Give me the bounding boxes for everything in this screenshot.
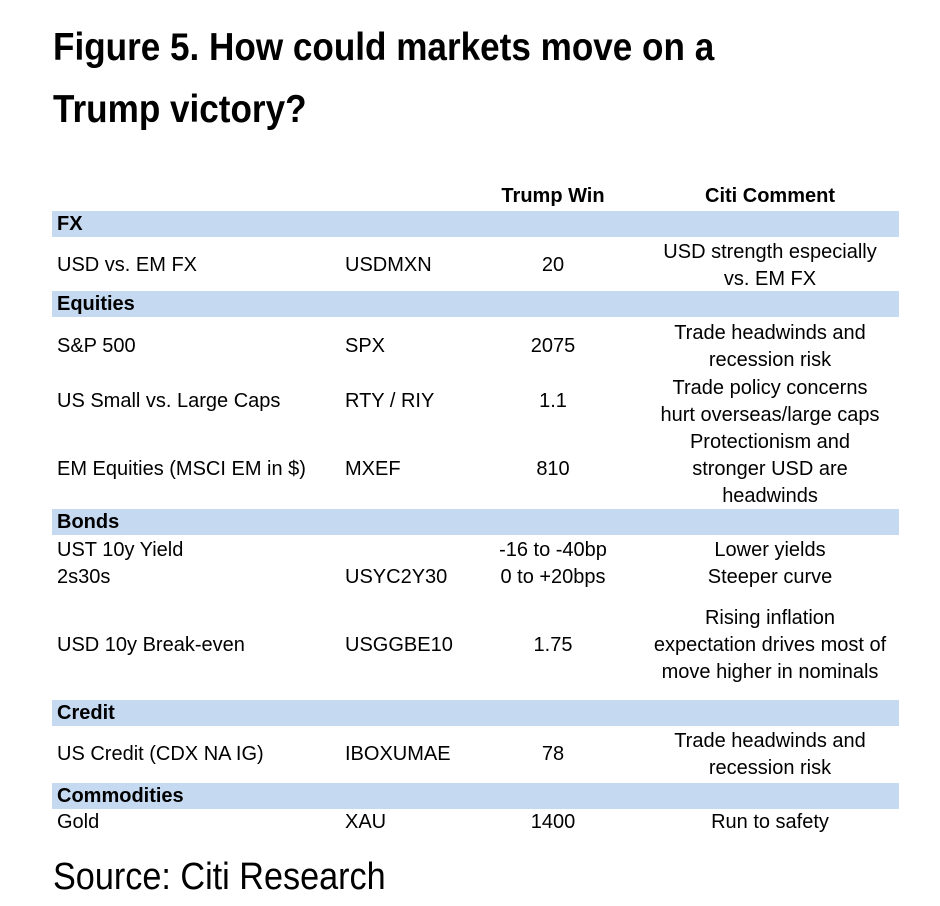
- asset-name: Gold: [57, 811, 100, 833]
- ticker: IBOXUMAE: [345, 743, 451, 765]
- section-header: Credit: [57, 702, 115, 724]
- asset-name: EM Equities (MSCI EM in $): [57, 458, 306, 480]
- asset-name: US Small vs. Large Caps: [57, 390, 281, 412]
- asset-name: 2s30s: [57, 566, 111, 588]
- title-line: Figure 5. How could markets move on a: [53, 26, 715, 69]
- comment-line: Trade policy concerns: [672, 376, 868, 399]
- section-band: [52, 700, 899, 726]
- ticker: SPX: [345, 335, 386, 357]
- ticker: USDMXN: [345, 254, 432, 276]
- comment-line: move higher in nominals: [661, 661, 879, 683]
- trump-win-value: 78: [541, 743, 565, 765]
- column-header: Trump Win: [501, 185, 605, 207]
- comment-line: USD strength especially: [663, 240, 877, 263]
- asset-name: S&P 500: [57, 335, 136, 357]
- comment-line: headwinds: [722, 485, 818, 507]
- comment-line: Steeper curve: [707, 566, 833, 588]
- section-header: Equities: [57, 293, 135, 315]
- comment-line: expectation drives most of: [653, 634, 887, 656]
- comment-line: Trade headwinds and: [674, 729, 866, 752]
- asset-name: UST 10y Yield: [57, 539, 184, 561]
- section-band: [52, 211, 899, 237]
- asset-name: US Credit (CDX NA IG): [57, 743, 264, 765]
- comment-line: Rising inflation: [704, 607, 836, 629]
- section-header: Bonds: [57, 511, 120, 533]
- source: Source: Citi Research: [53, 856, 386, 898]
- column-header: Citi Comment: [705, 185, 835, 207]
- trump-win-value: 1400: [530, 811, 576, 833]
- trump-win-value: 1.75: [533, 634, 573, 656]
- comment-line: Run to safety: [711, 811, 829, 833]
- asset-name: USD 10y Break-even: [57, 634, 245, 656]
- asset-name: USD vs. EM FX: [57, 254, 198, 276]
- ticker: RTY / RIY: [345, 390, 435, 412]
- comment-line: recession risk: [708, 348, 832, 371]
- title-line: Trump victory?: [53, 88, 307, 131]
- section-band: [52, 291, 899, 317]
- comment-line: hurt overseas/large caps: [660, 403, 880, 426]
- section-header: Commodities: [57, 785, 184, 807]
- comment-line: Protectionism and: [689, 431, 851, 453]
- comment-line: Trade headwinds and: [674, 321, 866, 344]
- section-band: [52, 509, 899, 535]
- comment-line: recession risk: [708, 756, 832, 779]
- ticker: XAU: [345, 811, 387, 833]
- comment-line: vs. EM FX: [723, 267, 817, 290]
- comment-line: stronger USD are: [692, 458, 848, 480]
- trump-win-value: 20: [541, 254, 565, 276]
- ticker: MXEF: [345, 458, 401, 480]
- trump-win-value: 0 to +20bps: [500, 566, 606, 588]
- section-header: FX: [57, 213, 83, 235]
- comment-line: Lower yields: [714, 539, 826, 561]
- trump-win-value: 1.1: [539, 390, 567, 412]
- trump-win-value: -16 to -40bp: [499, 539, 607, 561]
- trump-win-value: 810: [536, 458, 570, 480]
- ticker: USGGBE10: [345, 634, 453, 656]
- section-band: [52, 783, 899, 809]
- ticker: USYC2Y30: [345, 566, 448, 588]
- trump-win-value: 2075: [530, 335, 576, 357]
